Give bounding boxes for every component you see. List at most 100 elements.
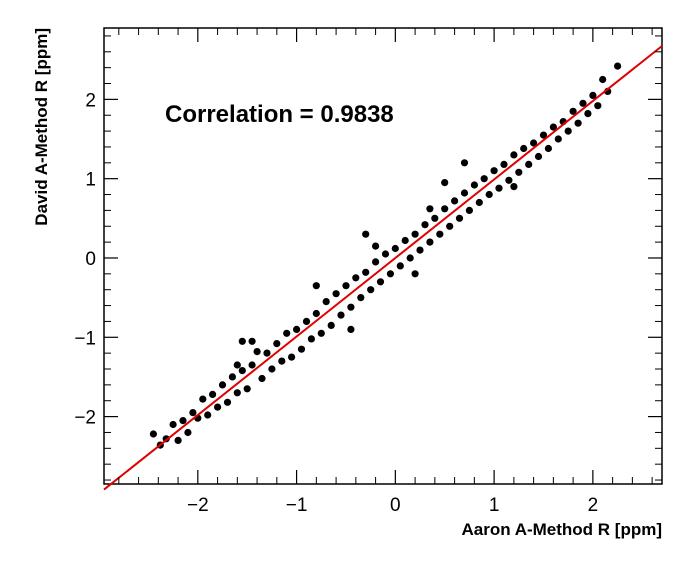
plot-frame <box>103 27 663 485</box>
data-point <box>475 198 483 207</box>
x-tick-label: 1 <box>489 495 500 516</box>
data-point <box>564 127 572 135</box>
data-point <box>539 131 548 139</box>
data-point <box>278 357 286 365</box>
data-point <box>431 214 439 222</box>
data-point <box>554 135 562 143</box>
data-point <box>505 176 513 184</box>
data-point <box>357 294 365 302</box>
data-point <box>510 183 518 191</box>
data-point <box>372 258 380 266</box>
y-axis-ticks: −2 −1 0 1 2 <box>74 35 662 481</box>
y-tick-label: −1 <box>74 328 96 349</box>
data-point <box>248 337 256 345</box>
data-point <box>362 230 370 238</box>
data-point <box>391 244 399 253</box>
data-point <box>460 159 469 167</box>
data-point <box>465 206 473 214</box>
data-point <box>233 389 241 397</box>
data-point <box>614 62 622 70</box>
data-point <box>520 144 528 153</box>
y-tick-label: 0 <box>85 249 96 270</box>
y-tick-label: 1 <box>85 170 96 191</box>
data-point <box>322 298 330 306</box>
data-point <box>574 119 582 127</box>
y-tick-label: −2 <box>74 408 96 429</box>
data-point <box>367 286 375 294</box>
data-point <box>258 374 266 383</box>
data-point <box>218 381 227 389</box>
data-point <box>372 242 380 250</box>
x-tick-label: 0 <box>390 495 401 516</box>
data-point <box>534 152 543 161</box>
data-point <box>386 270 394 278</box>
data-point <box>184 428 192 437</box>
data-point <box>436 230 444 238</box>
data-point <box>421 221 429 229</box>
data-point <box>584 110 592 118</box>
data-point <box>416 246 424 254</box>
data-point <box>248 361 256 369</box>
data-point <box>441 205 449 213</box>
data-point <box>347 325 355 333</box>
data-point <box>569 107 577 115</box>
data-point <box>204 411 212 419</box>
data-point <box>455 214 464 222</box>
data-point <box>179 417 187 425</box>
data-point <box>599 75 607 84</box>
data-point <box>312 309 320 318</box>
data-point <box>381 250 390 258</box>
x-tick-label: −2 <box>187 495 209 516</box>
data-point <box>228 373 236 381</box>
data-point <box>510 151 518 159</box>
data-point <box>189 409 197 417</box>
data-point <box>495 184 503 192</box>
data-point <box>327 321 335 329</box>
x-tick-label: −1 <box>286 495 308 516</box>
fit-layer <box>103 45 663 491</box>
data-point <box>214 403 222 411</box>
data-point <box>288 353 296 361</box>
data-point <box>594 102 602 110</box>
fit-line <box>103 45 663 491</box>
data-point <box>233 361 241 369</box>
data-point <box>376 278 385 286</box>
data-point <box>149 430 157 438</box>
data-point <box>174 436 182 444</box>
data-point <box>312 282 320 290</box>
data-point <box>362 268 370 276</box>
x-tick-label: 2 <box>588 495 599 516</box>
data-point <box>426 238 434 246</box>
points-layer <box>149 62 622 449</box>
data-point <box>446 222 454 230</box>
data-point <box>406 254 414 262</box>
x-axis-ticks: −2 −1 0 1 2 <box>118 28 653 516</box>
data-point <box>332 290 340 298</box>
data-point <box>293 325 301 333</box>
data-point <box>500 160 508 168</box>
y-axis-title: David A-Method R [ppm] <box>32 28 51 226</box>
data-point <box>411 270 419 278</box>
data-point <box>490 167 498 175</box>
data-point <box>223 398 232 406</box>
data-point <box>411 230 419 238</box>
data-point <box>238 367 246 375</box>
data-point <box>199 395 207 403</box>
data-point <box>451 197 459 205</box>
data-point <box>401 236 409 245</box>
data-point <box>460 189 469 197</box>
data-point <box>337 311 345 319</box>
data-point <box>549 123 558 131</box>
data-point <box>515 168 523 176</box>
data-point <box>589 91 597 99</box>
data-point <box>470 181 478 189</box>
data-point <box>525 160 533 168</box>
data-point <box>396 262 404 270</box>
data-point <box>426 205 434 213</box>
data-point <box>302 317 311 325</box>
data-point <box>347 303 355 311</box>
data-point <box>243 385 251 393</box>
data-point <box>342 282 350 290</box>
data-point <box>238 337 246 345</box>
data-point <box>253 348 261 356</box>
